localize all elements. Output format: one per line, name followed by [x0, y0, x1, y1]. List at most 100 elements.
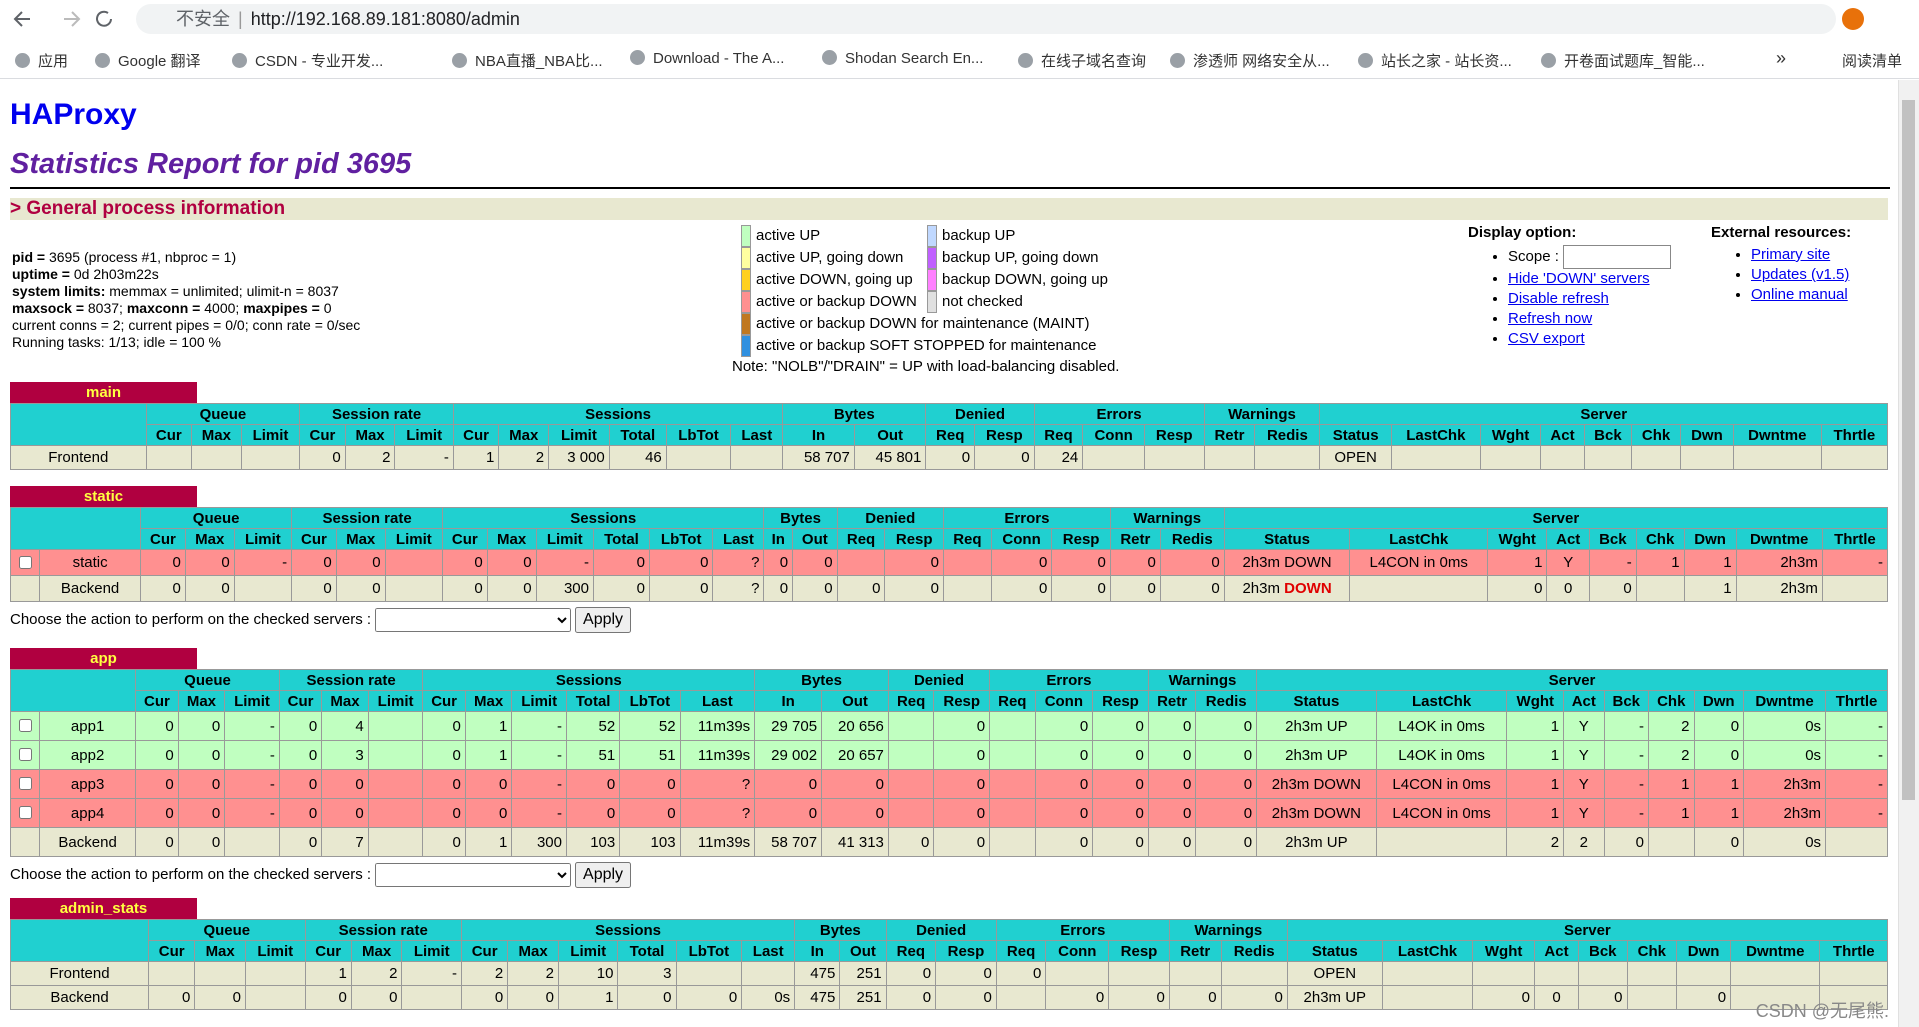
address-bar[interactable]: 不安全 | http://192.168.89.181:8080/admin	[136, 4, 1836, 34]
bookmark[interactable]: 应用	[15, 50, 68, 71]
column-header: Req	[836, 528, 886, 550]
column-group: Queue	[140, 507, 293, 529]
cell: 0	[935, 961, 997, 986]
header-cell	[9, 669, 137, 712]
column-header: Cur	[442, 528, 488, 550]
cell: 0	[321, 769, 369, 799]
empty-cell	[1578, 961, 1628, 986]
option-link[interactable]: Disable refresh	[1508, 290, 1609, 307]
scope-input[interactable]	[1563, 245, 1672, 269]
empty-cell	[730, 445, 784, 470]
empty-cell	[1819, 961, 1888, 986]
cell: 0	[675, 985, 743, 1010]
nav-buttons[interactable]	[12, 7, 112, 31]
server-checkbox[interactable]	[19, 806, 32, 819]
external-resources: External resources: Primary site Updates …	[1711, 224, 1851, 305]
cell: 0s	[1743, 711, 1827, 741]
bookmark[interactable]: NBA直播_NBA比...	[452, 50, 603, 71]
bookmark[interactable]: 站长之家 - 站长资...	[1358, 50, 1512, 71]
cell: -	[1603, 740, 1650, 770]
option-link[interactable]: Hide 'DOWN' servers	[1508, 270, 1650, 287]
resource-link[interactable]: Updates (v1.5)	[1751, 266, 1850, 283]
row-name: Frontend	[10, 445, 147, 470]
header-cell	[9, 919, 150, 962]
action-label: Choose the action to perform on the chec…	[10, 610, 372, 628]
cell: 0	[460, 985, 509, 1010]
cell: 0	[1092, 798, 1149, 828]
resource-link[interactable]: Primary site	[1751, 246, 1831, 263]
empty-cell	[1045, 961, 1110, 986]
column-header: Resp	[933, 690, 991, 712]
empty-cell	[1626, 985, 1678, 1010]
column-group: Denied	[925, 403, 1035, 425]
subheader-row: Cur Max Limit Cur Max Limit Cur Max Limit Total Lb…	[11, 528, 1889, 550]
section-title: > General process information	[10, 198, 1888, 220]
server-checkbox[interactable]	[19, 748, 32, 761]
column-group: Errors	[1033, 403, 1205, 425]
column-group: Bytes	[754, 669, 889, 691]
cell-part: DOWN	[1284, 580, 1332, 597]
profile-icon[interactable]	[1838, 6, 1868, 32]
bookmark[interactable]: Download - The A...	[630, 50, 784, 67]
header-row: Queue Session rate Sessions Bytes Denied Erro…	[9, 507, 1889, 550]
column-group: Denied	[887, 669, 991, 691]
info-text: current conns = 2; current pipes = 0/0; …	[12, 317, 361, 333]
server-checkbox[interactable]	[19, 777, 32, 790]
legend-item: active or backup DOWN for maintenance (M…	[741, 313, 1089, 335]
option-link[interactable]: Refresh now	[1508, 310, 1593, 327]
column-header: Chk	[1631, 424, 1681, 446]
column-group: Queue	[145, 403, 301, 425]
server-checkbox[interactable]	[19, 719, 32, 732]
column-header: Limit	[384, 528, 444, 550]
info-line: uptime = 0d 2h03m22s	[12, 266, 360, 283]
column-header: Out	[853, 424, 927, 446]
cell: 0	[648, 575, 714, 602]
reading-list[interactable]: 阅读清单	[1842, 53, 1903, 70]
bookmark[interactable]: 渗透师 网络安全从...	[1170, 50, 1330, 71]
scrollbar-thumb[interactable]	[1902, 100, 1915, 800]
column-header: Thrtle	[1819, 940, 1888, 962]
cell: 0	[1109, 575, 1161, 602]
server-checkbox[interactable]	[19, 555, 32, 569]
info-line: current conns = 2; current pipes = 0/0; …	[12, 317, 360, 334]
legend-label: active DOWN, going up	[756, 271, 913, 288]
cell: 0	[990, 549, 1053, 576]
legend-label: active UP, going down	[756, 249, 904, 266]
bookmark[interactable]: Google 翻译	[95, 50, 201, 71]
column-header: Max	[194, 940, 246, 962]
empty-cell	[1082, 445, 1145, 470]
bookmark[interactable]: 开卷面试题库_智能...	[1541, 50, 1705, 71]
column-header: Bck	[1583, 424, 1633, 446]
cell: 0	[1693, 711, 1745, 741]
cell: 0	[1147, 740, 1197, 770]
legend-swatch	[741, 247, 751, 269]
column-header: Limit	[401, 940, 462, 962]
apply-button[interactable]: Apply	[575, 862, 632, 888]
bookmark[interactable]: 在线子域名查询	[1018, 50, 1146, 71]
cell: 0	[619, 769, 681, 799]
cell: 0	[592, 575, 650, 602]
checkbox-cell	[10, 798, 40, 828]
cell: 2h3m UP	[1286, 985, 1383, 1010]
apply-button[interactable]: Apply	[575, 607, 632, 633]
action-bar: Choose the action to perform on the chec…	[10, 607, 632, 633]
cell: 1	[304, 961, 352, 986]
resource-link[interactable]: Online manual	[1751, 286, 1848, 303]
cell: 2h3m DOWN	[1223, 549, 1351, 576]
empty-cell	[942, 549, 992, 576]
cell: 0	[1051, 575, 1111, 602]
cell: -	[1825, 798, 1888, 828]
bookmark[interactable]: Shodan Search En...	[822, 50, 983, 67]
action-select[interactable]	[375, 863, 572, 887]
column-header: In	[763, 528, 794, 550]
option-link[interactable]: CSV export	[1508, 330, 1585, 347]
cell: 0	[278, 798, 323, 828]
cell: 0	[792, 575, 838, 602]
bookmark[interactable]: CSDN - 专业开发...	[232, 50, 383, 71]
cell: 3	[617, 961, 677, 986]
bookmark-overflow[interactable]: »	[1776, 48, 1787, 68]
column-header: Req	[942, 528, 992, 550]
checkbox-cell	[10, 769, 40, 799]
action-select[interactable]	[375, 608, 572, 632]
